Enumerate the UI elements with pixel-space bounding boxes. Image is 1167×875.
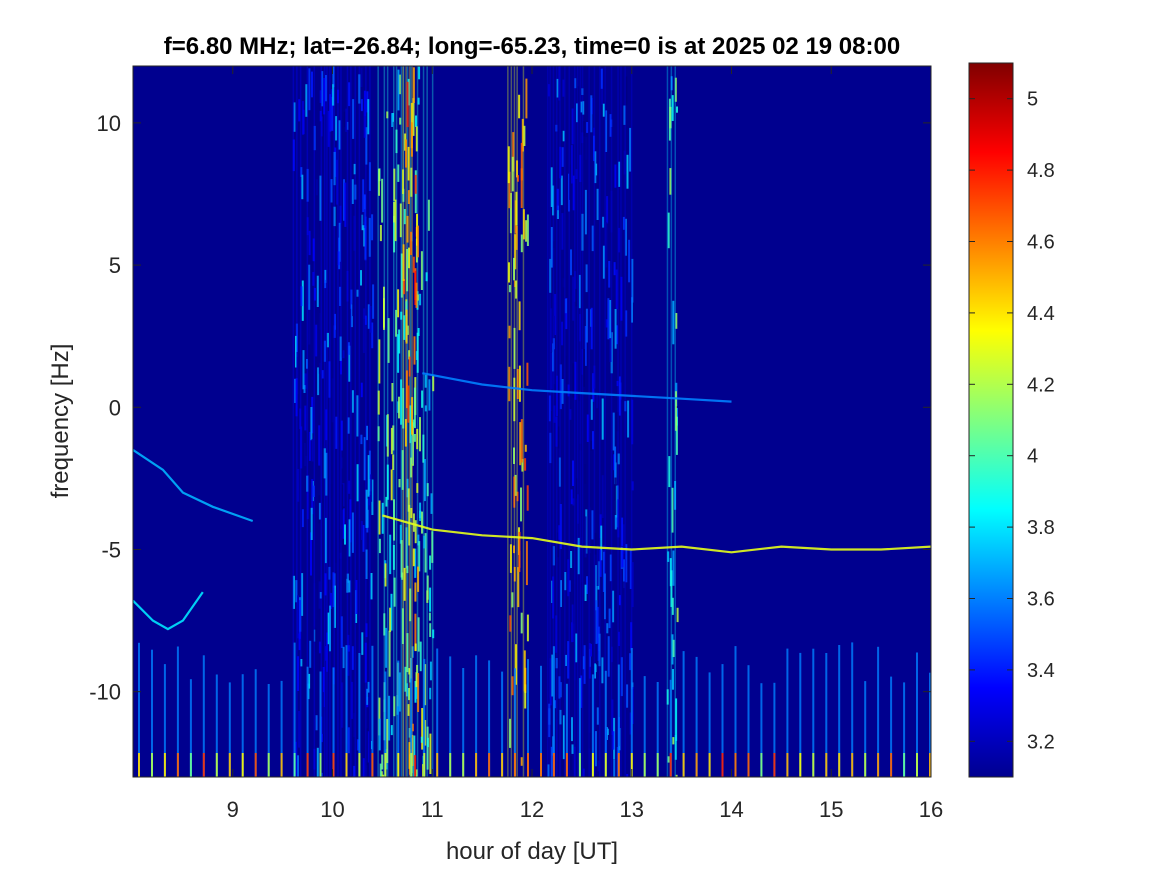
y-tick-label: 0 bbox=[109, 395, 121, 420]
x-axis-label: hour of day [UT] bbox=[446, 838, 618, 865]
y-tick-label: -10 bbox=[89, 680, 121, 705]
broadband-band bbox=[292, 66, 375, 777]
colorbar-tick-label: 4.2 bbox=[1027, 374, 1055, 396]
x-tick-label: 11 bbox=[421, 797, 444, 822]
x-tick-label: 16 bbox=[919, 797, 943, 822]
colorbar-tick-label: 4.6 bbox=[1027, 232, 1055, 254]
broadband-band bbox=[377, 66, 435, 777]
doppler-trace bbox=[382, 514, 931, 554]
colorbar-tick-label: 3.6 bbox=[1027, 589, 1055, 611]
colorbar-gradient bbox=[968, 62, 1014, 778]
x-tick-label: 14 bbox=[719, 797, 743, 822]
plot-frame bbox=[132, 65, 932, 778]
y-tick-label: 5 bbox=[109, 253, 121, 278]
y-tick-label: 10 bbox=[97, 111, 121, 136]
y-axis-label: frequency [Hz] bbox=[47, 344, 74, 499]
spectrogram bbox=[133, 66, 931, 777]
x-tick-label: 9 bbox=[227, 797, 239, 822]
broadband-band bbox=[547, 66, 634, 777]
doppler-trace bbox=[133, 448, 254, 523]
colorbar-tick-label: 4.4 bbox=[1027, 303, 1055, 325]
doppler-trace bbox=[422, 372, 732, 403]
colorbar-tick-label: 3.8 bbox=[1027, 517, 1055, 539]
colorbar-tick-label: 3.4 bbox=[1027, 660, 1055, 682]
colorbar: 5 4.8 4.6 4.4 4.2 4 3.8 3.6 3.4 3.2 bbox=[968, 62, 1055, 778]
broadband-band bbox=[666, 66, 679, 777]
chart-title: f=6.80 MHz; lat=-26.84; long=-65.23, tim… bbox=[164, 33, 900, 60]
x-tick-label: 12 bbox=[520, 797, 544, 822]
colorbar-ticks: 5 4.8 4.6 4.4 4.2 4 3.8 3.6 3.4 3.2 bbox=[969, 89, 1055, 753]
y-tick-label: -5 bbox=[101, 537, 121, 562]
x-tick-label: 15 bbox=[819, 797, 843, 822]
doppler-trace bbox=[133, 591, 204, 631]
colorbar-tick-label: 4 bbox=[1027, 446, 1038, 468]
plot-area: 9 10 11 12 13 14 15 16 10 5 0 -5 -10 bbox=[89, 65, 943, 822]
y-axis: 10 5 0 -5 -10 bbox=[89, 111, 931, 705]
harmonic-lines bbox=[138, 642, 931, 777]
colorbar-tick-label: 3.2 bbox=[1027, 731, 1055, 753]
colorbar-tick-label: 5 bbox=[1027, 89, 1038, 111]
broadband-band bbox=[507, 66, 529, 777]
colorbar-tick-label: 4.8 bbox=[1027, 160, 1055, 182]
x-tick-label: 10 bbox=[320, 797, 344, 822]
plot-background bbox=[133, 66, 931, 777]
x-axis: 9 10 11 12 13 14 15 16 bbox=[227, 66, 943, 822]
x-tick-label: 13 bbox=[620, 797, 644, 822]
